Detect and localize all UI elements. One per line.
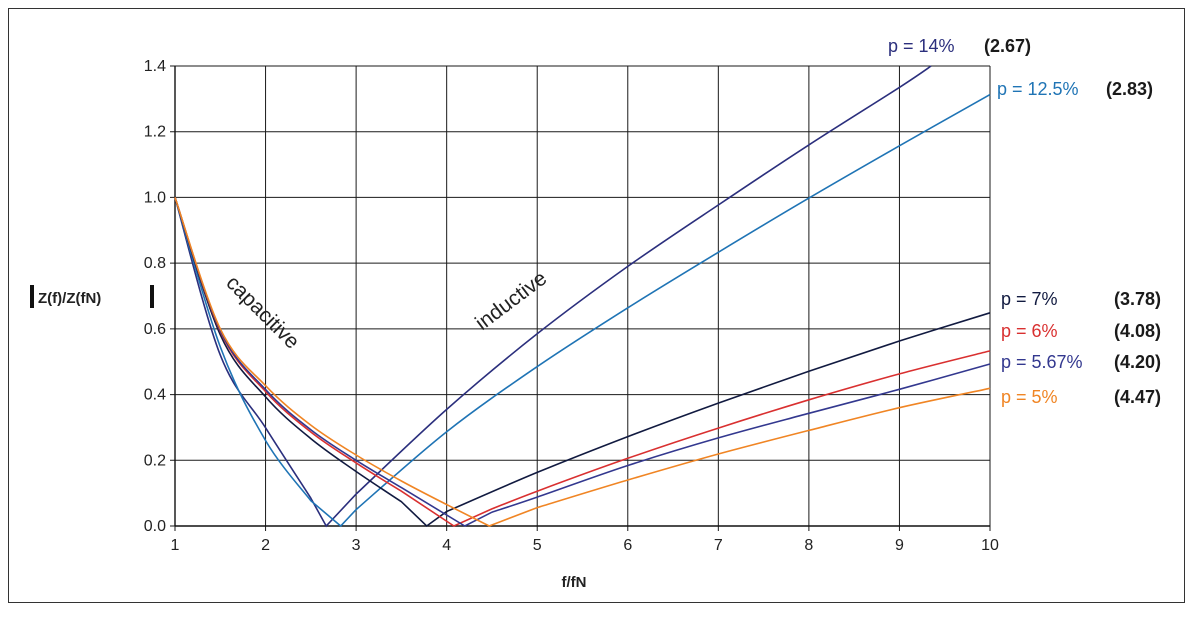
- series-label-value: (4.08): [1114, 321, 1161, 341]
- y-tick-label: 0.0: [144, 518, 166, 535]
- x-tick-label: 2: [261, 537, 270, 554]
- capacitive-label: capacitive: [221, 271, 303, 353]
- y-tick-label: 1.4: [144, 58, 166, 75]
- x-tick-label: 7: [714, 537, 723, 554]
- series-line-1: [174, 93, 991, 528]
- y-tick-label: 0.8: [144, 255, 166, 272]
- inductive-label: inductive: [471, 267, 551, 335]
- series-line-3: [174, 197, 991, 527]
- series-labels: p = 14% (2.67) p = 12.5% (2.83) p = 7% (3.78)…: [888, 36, 1161, 407]
- chart-frame: 1 2 3 4 5 6 7 8 9 10 0.0 0.2 0.4 0.6 0.8 1.0 1.2 1.4 f/fN…: [8, 8, 1185, 603]
- y-tick-label: 0.4: [144, 387, 166, 404]
- series-line-4: [174, 197, 991, 527]
- y-axis-title-group: Z(f)/Z(fN): [30, 285, 154, 308]
- y-axis-title: Z(f)/Z(fN): [38, 290, 101, 307]
- x-tick-label: 8: [804, 537, 813, 554]
- y-tick-label: 0.6: [144, 321, 166, 338]
- series-label-value: (4.47): [1114, 387, 1161, 407]
- x-tick-label: 5: [533, 537, 542, 554]
- x-tick-label: 1: [171, 537, 180, 554]
- series-label-name: p = 12.5%: [997, 79, 1079, 99]
- x-tick-label: 6: [623, 537, 632, 554]
- y-tick-label: 0.2: [144, 452, 166, 469]
- series-label-name: p = 5%: [1001, 387, 1058, 407]
- series-lines: [174, 65, 991, 528]
- x-tick-label: 10: [981, 537, 999, 554]
- y-tick-label: 1.0: [144, 189, 166, 206]
- series-label-name: p = 14%: [888, 36, 955, 56]
- tick-labels: 1 2 3 4 5 6 7 8 9 10 0.0 0.2 0.4 0.6 0.8 1.0 1.2 1.4: [144, 58, 999, 554]
- y-axis-bracket-right: [150, 285, 154, 308]
- x-tick-label: 3: [352, 537, 361, 554]
- x-tick-label: 4: [442, 537, 451, 554]
- series-line-2: [174, 197, 991, 528]
- x-tick-label: 9: [895, 537, 904, 554]
- grid: [170, 65, 991, 531]
- series-line-0: [174, 65, 932, 528]
- impedance-chart: 1 2 3 4 5 6 7 8 9 10 0.0 0.2 0.4 0.6 0.8 1.0 1.2 1.4 f/fN…: [30, 36, 1161, 591]
- series-label-value: (2.67): [984, 36, 1031, 56]
- series-line-5: [174, 197, 991, 527]
- y-tick-label: 1.2: [144, 124, 166, 141]
- series-label-name: p = 7%: [1001, 289, 1058, 309]
- series-label-value: (4.20): [1114, 352, 1161, 372]
- series-label-value: (2.83): [1106, 79, 1153, 99]
- x-axis-title: f/fN: [562, 574, 587, 591]
- y-axis-bracket-left: [30, 285, 34, 308]
- series-label-name: p = 6%: [1001, 321, 1058, 341]
- series-label-name: p = 5.67%: [1001, 352, 1083, 372]
- series-label-value: (3.78): [1114, 289, 1161, 309]
